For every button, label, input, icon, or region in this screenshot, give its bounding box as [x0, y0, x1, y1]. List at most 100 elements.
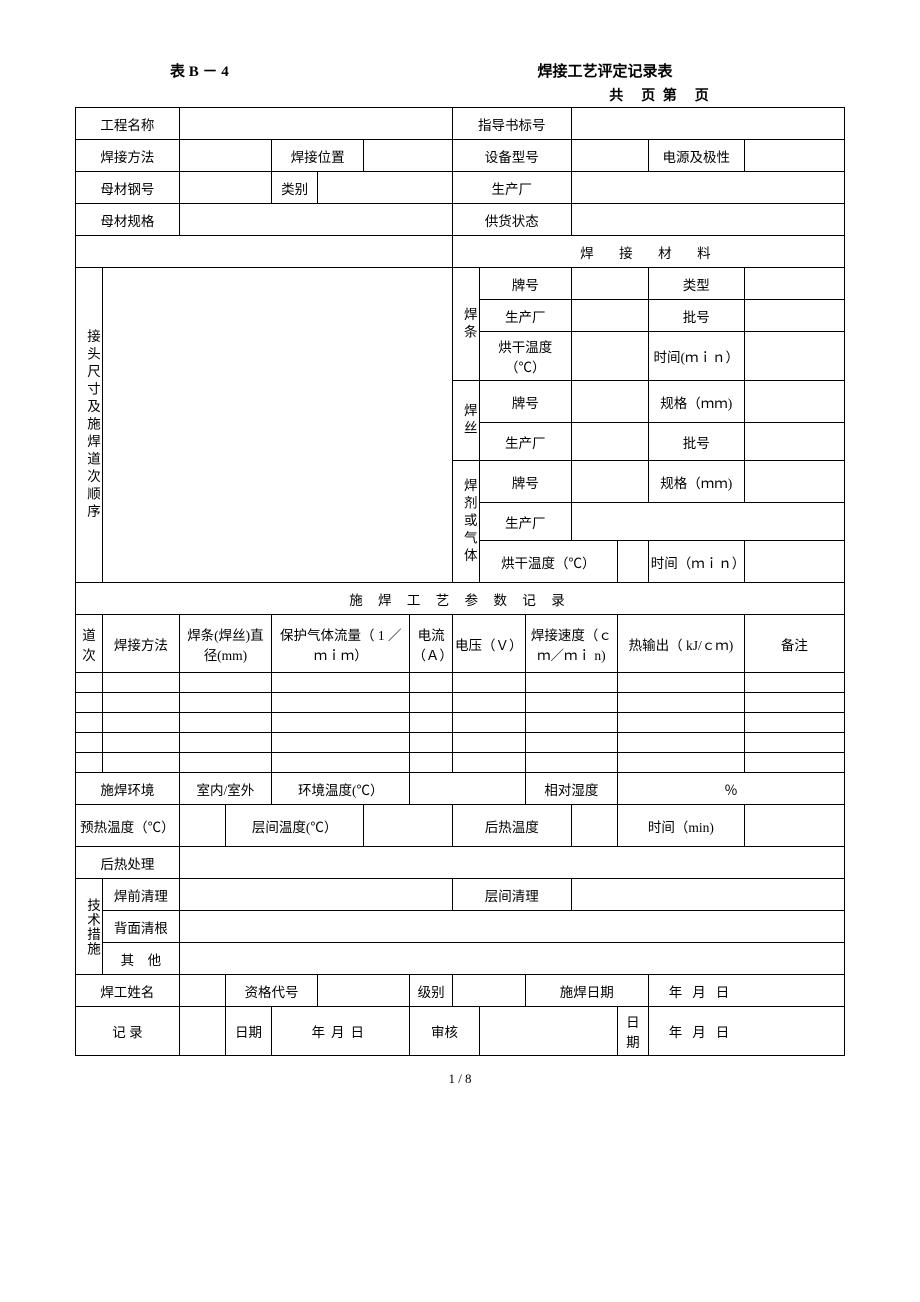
- field-back-gouge[interactable]: [179, 911, 844, 943]
- param-cell[interactable]: [452, 693, 525, 713]
- field-equipment-model[interactable]: [571, 140, 648, 172]
- param-cell[interactable]: [452, 713, 525, 733]
- field-power-polarity[interactable]: [744, 140, 844, 172]
- field-interlayer-clean[interactable]: [571, 879, 844, 911]
- param-cell[interactable]: [410, 673, 452, 693]
- field-preheat-temp[interactable]: [179, 805, 225, 847]
- field-welding-method[interactable]: [179, 140, 271, 172]
- param-cell[interactable]: [744, 753, 844, 773]
- field-rel-humidity[interactable]: ％: [618, 773, 845, 805]
- field-date1[interactable]: 年月日: [272, 1007, 410, 1056]
- field-flux-brand[interactable]: [571, 461, 648, 503]
- param-cell[interactable]: [452, 673, 525, 693]
- param-cell[interactable]: [744, 713, 844, 733]
- param-cell[interactable]: [102, 673, 179, 693]
- field-electrode-batch[interactable]: [744, 300, 844, 332]
- field-project-name[interactable]: [179, 108, 452, 140]
- param-cell[interactable]: [272, 733, 410, 753]
- param-cell[interactable]: [76, 713, 103, 733]
- form-title: 焊接工艺评定记录表: [478, 60, 846, 81]
- param-cell[interactable]: [102, 733, 179, 753]
- label-wire-brand: 牌号: [479, 381, 571, 423]
- param-cell[interactable]: [76, 693, 103, 713]
- param-cell[interactable]: [744, 733, 844, 753]
- param-cell[interactable]: [525, 673, 617, 693]
- field-postheat-temp[interactable]: [571, 805, 617, 847]
- param-cell[interactable]: [525, 713, 617, 733]
- param-cell[interactable]: [744, 673, 844, 693]
- field-welding-position[interactable]: [364, 140, 452, 172]
- field-electrode-mfr[interactable]: [571, 300, 648, 332]
- field-manufacturer[interactable]: [571, 172, 844, 204]
- field-flux-mfr[interactable]: [571, 503, 844, 541]
- param-cell[interactable]: [179, 673, 271, 693]
- param-cell[interactable]: [179, 713, 271, 733]
- field-flux-spec[interactable]: [744, 461, 844, 503]
- field-joint-diagram[interactable]: [102, 268, 452, 583]
- field-date2[interactable]: 年月日: [648, 1007, 844, 1056]
- field-review[interactable]: [479, 1007, 617, 1056]
- param-cell[interactable]: [272, 673, 410, 693]
- param-cell[interactable]: [102, 713, 179, 733]
- param-cell[interactable]: [744, 693, 844, 713]
- field-electrode-type[interactable]: [744, 268, 844, 300]
- param-cell[interactable]: [272, 753, 410, 773]
- label-base-metal-steel: 母材钢号: [76, 172, 180, 204]
- param-cell[interactable]: [179, 693, 271, 713]
- param-cell[interactable]: [410, 753, 452, 773]
- field-welder-name[interactable]: [179, 975, 225, 1007]
- field-guide-book[interactable]: [571, 108, 844, 140]
- field-post-heat-treat[interactable]: [179, 847, 844, 879]
- field-supply-state[interactable]: [571, 204, 844, 236]
- param-cell[interactable]: [452, 753, 525, 773]
- label-flux-time: 时间（ｍｉｎ）: [648, 541, 744, 583]
- param-cell[interactable]: [618, 713, 745, 733]
- param-cell[interactable]: [410, 733, 452, 753]
- param-cell[interactable]: [618, 673, 745, 693]
- label-wire-spec: 规格（ｍｍ): [648, 381, 744, 423]
- param-cell[interactable]: [76, 733, 103, 753]
- field-wire-batch[interactable]: [744, 423, 844, 461]
- param-cell[interactable]: [452, 733, 525, 753]
- field-preweld-clean[interactable]: [179, 879, 452, 911]
- label-electrode-time: 时间(ｍｉｎ）: [648, 332, 744, 381]
- field-qual-code[interactable]: [318, 975, 410, 1007]
- param-cell[interactable]: [76, 673, 103, 693]
- param-cell[interactable]: [76, 753, 103, 773]
- field-record[interactable]: [179, 1007, 225, 1056]
- param-cell[interactable]: [618, 693, 745, 713]
- field-weld-date[interactable]: 年月日: [648, 975, 844, 1007]
- field-env-temp[interactable]: [410, 773, 525, 805]
- param-cell[interactable]: [102, 693, 179, 713]
- param-cell[interactable]: [525, 693, 617, 713]
- field-base-metal-spec[interactable]: [179, 204, 452, 236]
- label-flux-brand: 牌号: [479, 461, 571, 503]
- field-wire-spec[interactable]: [744, 381, 844, 423]
- param-cell[interactable]: [618, 753, 745, 773]
- param-cell[interactable]: [410, 713, 452, 733]
- param-cell[interactable]: [618, 733, 745, 753]
- field-flux-time[interactable]: [744, 541, 844, 583]
- field-wire-mfr[interactable]: [571, 423, 648, 461]
- param-cell[interactable]: [179, 733, 271, 753]
- label-wire-mfr: 生产厂: [479, 423, 571, 461]
- param-cell[interactable]: [179, 753, 271, 773]
- param-cell[interactable]: [272, 693, 410, 713]
- field-flux-drying-temp[interactable]: [618, 541, 649, 583]
- param-cell[interactable]: [102, 753, 179, 773]
- field-electrode-drying-temp[interactable]: [571, 332, 648, 381]
- field-time-min3[interactable]: [744, 805, 844, 847]
- param-cell[interactable]: [410, 693, 452, 713]
- field-base-metal-steel[interactable]: [179, 172, 271, 204]
- field-category[interactable]: [318, 172, 453, 204]
- field-electrode-time[interactable]: [744, 332, 844, 381]
- page-footer: 1 / 8: [75, 1071, 845, 1087]
- field-level[interactable]: [452, 975, 525, 1007]
- param-cell[interactable]: [272, 713, 410, 733]
- field-electrode-brand[interactable]: [571, 268, 648, 300]
- field-other[interactable]: [179, 943, 844, 975]
- param-cell[interactable]: [525, 733, 617, 753]
- field-interlayer-temp[interactable]: [364, 805, 452, 847]
- field-wire-brand[interactable]: [571, 381, 648, 423]
- param-cell[interactable]: [525, 753, 617, 773]
